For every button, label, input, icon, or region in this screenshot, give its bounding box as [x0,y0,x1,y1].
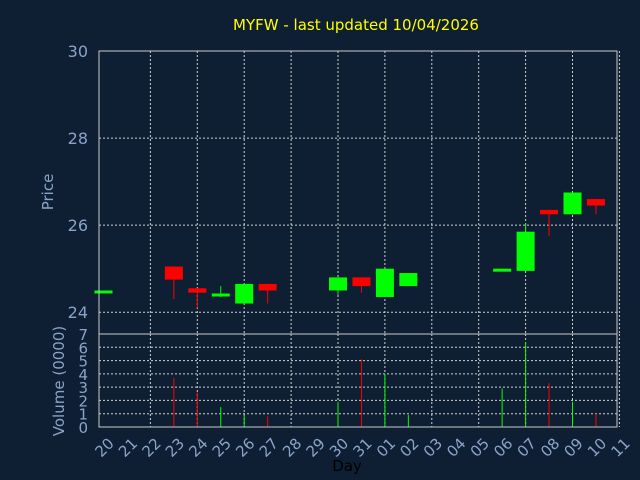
x-tick-label: 21 [115,435,141,461]
x-tick-label: 06 [490,435,516,461]
x-tick-label: 20 [92,435,118,461]
volume-y-tick-label: 0 [78,419,88,437]
x-tick-label: 10 [584,435,610,461]
x-tick-label: 27 [256,435,282,461]
candle-body [563,192,582,215]
candle-body [352,277,371,287]
volume-y-tick-label: 1 [78,406,88,424]
candle-body [94,290,113,294]
x-tick-label: 01 [373,435,399,461]
x-ticks: 2021222324252627282930310102030405060708… [92,435,634,461]
x-tick-label: 11 [607,435,633,461]
candle-body [493,268,512,272]
candle-body [211,293,230,297]
candle-body [375,268,394,297]
chart-title: MYFW - last updated 10/04/2026 [233,16,479,34]
price-y-tick-label: 30 [68,42,88,61]
candle-body [258,283,277,291]
x-tick-label: 26 [232,435,258,461]
candle-body [188,288,207,293]
x-tick-label: 22 [138,435,164,461]
candle-body [540,209,559,215]
price-gridlines [99,50,620,334]
volume-axis-label: Volume (0000) [50,326,68,436]
x-tick-label: 08 [537,435,563,461]
volume-y-tick-label: 6 [78,339,88,357]
price-candles [94,192,605,308]
x-tick-label: 24 [185,435,211,461]
price-y-tick-label: 26 [68,216,88,235]
volume-y-tick-label: 2 [78,392,88,410]
volume-y-tick-label: 7 [78,326,88,344]
price-y-tick-label: 24 [68,303,88,322]
x-tick-label: 09 [561,435,587,461]
candle-body [586,199,605,206]
price-y-ticks: 30 28 26 24 [68,42,88,322]
candle-body [235,283,254,304]
x-tick-label: 29 [303,435,329,461]
candle-body [164,266,183,280]
x-tick-label: 23 [162,435,188,461]
x-tick-label: 03 [420,435,446,461]
price-axis-label: Price [39,174,57,211]
x-axis-label: Day [332,457,362,475]
volume-y-tick-label: 4 [78,366,88,384]
x-tick-label: 25 [209,435,235,461]
volume-bars [173,341,597,427]
candle-body [329,277,347,291]
price-panel-frame [98,50,618,335]
x-tick-label: 28 [279,435,305,461]
x-tick-label: 04 [443,435,469,461]
price-y-tick-label: 28 [68,129,88,148]
x-tick-label: 05 [467,435,493,461]
x-tick-label: 07 [514,435,540,461]
candle-body [399,273,418,287]
volume-y-tick-label: 3 [78,379,88,397]
volume-panel-frame [98,333,618,428]
volume-gridlines [99,333,620,428]
candle-body [516,231,535,271]
volume-y-tick-label: 5 [78,353,88,371]
x-tick-label: 02 [396,435,422,461]
